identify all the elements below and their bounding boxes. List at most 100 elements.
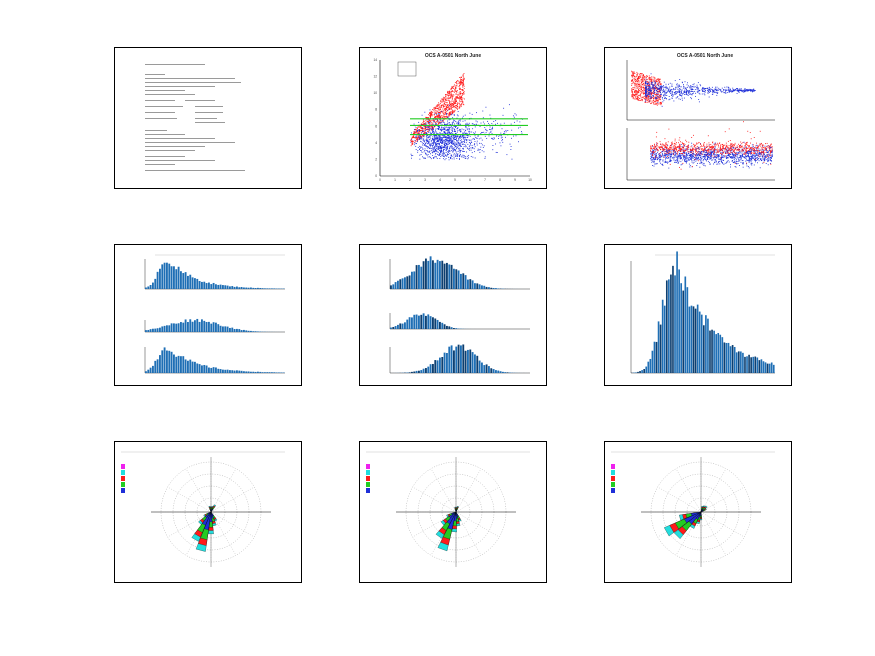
data-point — [652, 148, 654, 150]
data-point — [725, 142, 727, 144]
data-point — [635, 98, 637, 100]
data-point — [753, 152, 755, 154]
data-point — [722, 159, 724, 161]
data-point — [440, 138, 442, 140]
data-point — [447, 146, 449, 147]
data-point — [455, 90, 457, 92]
data-point — [764, 155, 766, 157]
data-point — [479, 126, 481, 127]
data-point — [418, 136, 420, 138]
data-point — [689, 93, 691, 95]
data-point — [425, 145, 427, 147]
data-point — [740, 89, 742, 91]
data-point — [687, 95, 689, 97]
data-point — [643, 89, 644, 91]
data-point — [460, 79, 462, 81]
data-point — [703, 90, 705, 92]
data-point — [663, 94, 665, 96]
data-point — [732, 90, 734, 92]
data-point — [681, 82, 683, 84]
data-point — [683, 153, 685, 155]
data-point — [668, 167, 670, 169]
data-point — [657, 87, 659, 89]
data-point — [443, 140, 445, 141]
data-point — [635, 85, 637, 87]
data-point — [447, 100, 449, 102]
data-point — [459, 89, 461, 90]
data-point — [654, 80, 656, 82]
data-point — [672, 91, 674, 93]
data-point — [727, 154, 729, 156]
data-point — [446, 138, 448, 140]
data-point — [640, 97, 642, 99]
data-point — [450, 105, 452, 107]
data-point — [519, 121, 521, 123]
data-point — [434, 106, 436, 108]
data-point — [651, 153, 653, 155]
data-point — [742, 150, 744, 152]
data-point — [765, 155, 767, 157]
data-point — [653, 92, 655, 94]
data-point — [700, 161, 702, 163]
data-point — [438, 137, 440, 139]
data-point — [423, 122, 425, 124]
data-point — [462, 82, 464, 84]
data-point — [412, 137, 414, 139]
data-point — [488, 132, 490, 134]
data-point — [688, 90, 690, 92]
data-point — [693, 156, 695, 158]
data-point — [660, 162, 661, 164]
data-point — [650, 92, 652, 94]
data-point — [410, 153, 412, 155]
data-point — [444, 110, 446, 112]
data-point — [434, 136, 436, 137]
data-point — [457, 123, 459, 125]
data-point — [736, 90, 738, 92]
data-point — [462, 83, 464, 85]
data-point — [636, 87, 638, 89]
data-point — [702, 160, 704, 162]
data-point — [429, 147, 431, 149]
data-point — [460, 93, 462, 95]
data-point — [721, 153, 723, 155]
data-point — [695, 155, 697, 157]
data-point — [661, 86, 663, 88]
data-point — [685, 152, 687, 154]
data-point — [638, 80, 639, 82]
data-point — [650, 98, 652, 100]
data-point — [762, 158, 764, 160]
data-point — [500, 137, 502, 139]
data-point — [418, 126, 420, 128]
data-point — [656, 99, 658, 101]
data-point — [662, 91, 664, 93]
data-point — [648, 87, 650, 89]
data-point — [412, 136, 414, 138]
data-point — [415, 138, 417, 140]
data-point — [455, 144, 457, 145]
data-point — [439, 117, 441, 119]
data-point — [455, 93, 457, 95]
data-point — [444, 102, 445, 104]
data-point — [666, 98, 668, 100]
data-point — [710, 155, 712, 157]
data-point — [645, 98, 647, 100]
data-point — [461, 98, 463, 100]
data-point — [453, 139, 455, 141]
data-point — [659, 156, 661, 158]
scatter-panel-b: OCS A-0501 North June — [604, 47, 792, 189]
data-point — [635, 76, 637, 78]
data-point — [738, 158, 740, 160]
data-point — [656, 163, 658, 165]
data-point — [688, 163, 690, 165]
data-point — [449, 113, 451, 115]
data-point — [485, 129, 487, 131]
data-point — [685, 158, 687, 160]
data-point — [685, 152, 687, 154]
data-point — [716, 154, 718, 156]
series-red — [410, 73, 465, 147]
data-point — [653, 91, 654, 92]
data-point — [762, 155, 764, 157]
data-point — [679, 92, 680, 93]
data-point — [671, 152, 673, 154]
data-point — [742, 156, 744, 158]
